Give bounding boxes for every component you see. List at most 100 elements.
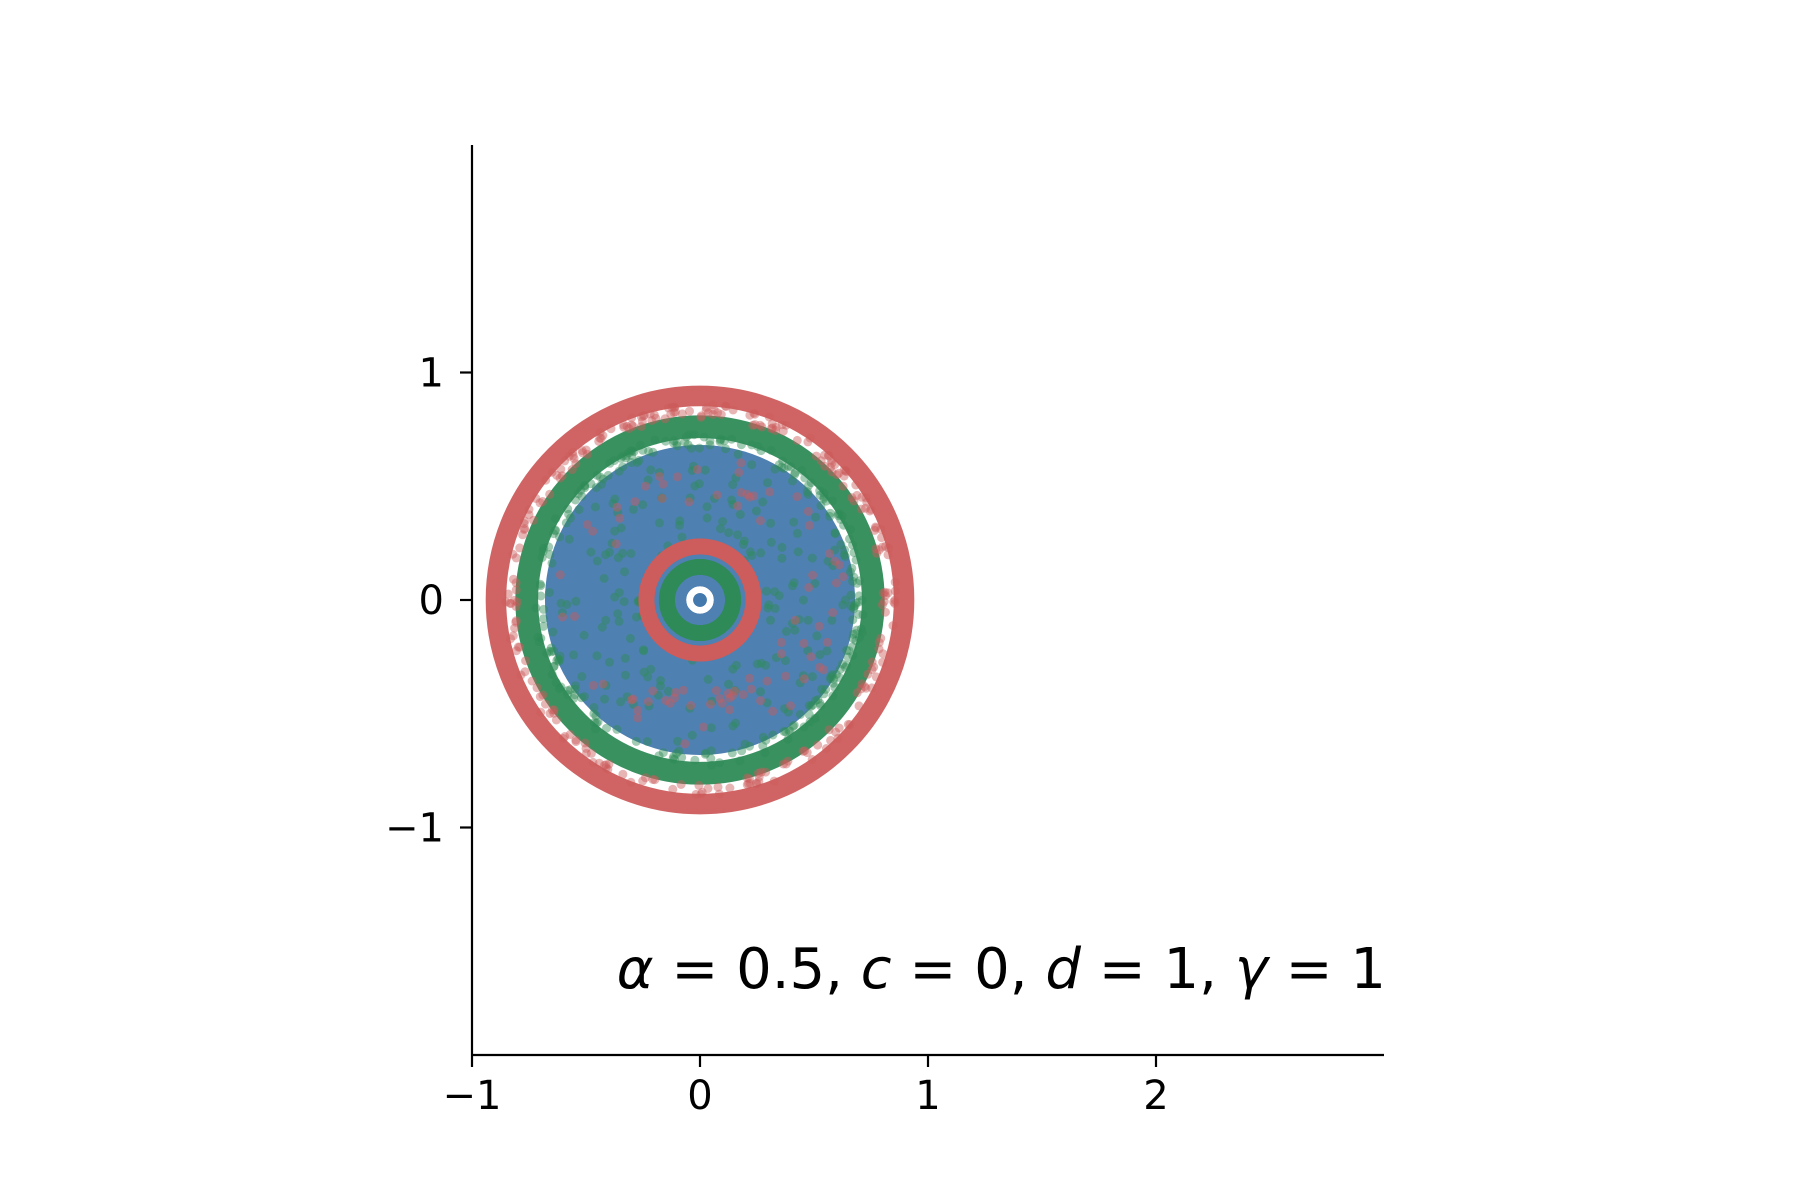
scatter-point xyxy=(687,730,697,740)
scatter-point xyxy=(601,763,611,773)
scatter-point xyxy=(545,709,555,718)
c-symbol: c xyxy=(861,937,892,1002)
scatter-point xyxy=(728,664,738,674)
scatter-point xyxy=(810,713,820,723)
scatter-point xyxy=(696,411,706,421)
scatter-point xyxy=(850,601,860,611)
scatter-point xyxy=(627,413,637,423)
scatter-point xyxy=(831,669,841,679)
scatter-point xyxy=(701,405,711,415)
scatter-point xyxy=(843,652,853,662)
scatter-point xyxy=(822,646,832,656)
scatter-point xyxy=(765,487,775,497)
scatter-point xyxy=(547,558,557,568)
scatter-point xyxy=(848,540,858,550)
scatter-point xyxy=(612,502,622,512)
scatter-point xyxy=(883,588,893,598)
scatter-point xyxy=(579,630,589,640)
scatter-point xyxy=(806,478,816,488)
scatter-point xyxy=(783,461,793,471)
scatter-point xyxy=(589,703,599,712)
scatter-point xyxy=(560,732,570,741)
scatter-point xyxy=(590,502,600,512)
scatter-point xyxy=(638,776,648,786)
scatter-point xyxy=(833,511,843,521)
scatter-point xyxy=(534,637,544,647)
scatter-point xyxy=(595,433,605,443)
scatter-point xyxy=(511,585,521,595)
scatter-point xyxy=(837,511,847,521)
scatter-point xyxy=(854,610,864,619)
scatter-point xyxy=(840,595,850,605)
scatter-point xyxy=(731,473,741,483)
scatter-point xyxy=(747,460,757,470)
scatter-point xyxy=(733,449,743,459)
scatter-point xyxy=(630,497,640,507)
scatter-point xyxy=(849,572,859,582)
scatter-point xyxy=(567,465,577,475)
scatter-point xyxy=(730,686,739,696)
scatter-point xyxy=(789,578,799,588)
scatter-point xyxy=(649,410,659,420)
scatter-point xyxy=(848,651,858,660)
scatter-point xyxy=(890,586,900,596)
scatter-point xyxy=(549,705,559,715)
scatter-point xyxy=(512,597,522,607)
scatter-point xyxy=(627,451,637,461)
scatter-point xyxy=(557,608,567,617)
scatter-point xyxy=(501,597,511,607)
scatter-point xyxy=(656,676,665,685)
scatter-point xyxy=(545,489,555,499)
scatter-point xyxy=(847,493,857,503)
scatter-point xyxy=(814,621,824,631)
scatter-point xyxy=(754,772,764,782)
scatter-point xyxy=(846,525,856,534)
scatter-point xyxy=(646,465,656,475)
scatter-point xyxy=(628,694,638,704)
scatter-point xyxy=(598,431,608,440)
scatter-point xyxy=(849,604,859,614)
scatter-point xyxy=(554,656,564,666)
scatter-point xyxy=(618,769,628,779)
scatter-point xyxy=(631,612,641,622)
scatter-point xyxy=(742,780,752,790)
scatter-point xyxy=(825,508,835,518)
scatter-point xyxy=(790,470,799,480)
scatter-point xyxy=(621,453,631,463)
scatter-point xyxy=(707,696,717,706)
scatter-point xyxy=(763,478,772,488)
scatter-point xyxy=(781,420,791,430)
scatter-point xyxy=(725,783,735,793)
scatter-point xyxy=(524,510,534,520)
scatter-point xyxy=(867,665,877,675)
scatter-point xyxy=(650,775,660,785)
scatter-point xyxy=(645,409,655,419)
scatter-point xyxy=(595,472,605,482)
scatter-point xyxy=(856,624,866,634)
scatter-point xyxy=(705,699,715,709)
scatter-point xyxy=(508,549,518,559)
scatter-point xyxy=(771,653,781,663)
series-layer xyxy=(485,385,915,815)
scatter-point xyxy=(880,591,890,601)
scatter-point xyxy=(706,723,716,733)
scatter-point xyxy=(736,488,746,497)
scatter-point xyxy=(733,501,743,511)
scatter-point xyxy=(825,549,834,559)
scatter-point xyxy=(857,627,867,637)
scatter-point xyxy=(804,520,814,530)
scatter-point xyxy=(616,697,626,707)
scatter-point xyxy=(541,699,550,709)
scatter-point xyxy=(636,422,646,431)
scatter-point xyxy=(538,547,548,556)
scatter-point xyxy=(716,524,725,534)
scatter-point xyxy=(675,516,685,526)
scatter-point xyxy=(703,784,713,793)
scatter-point xyxy=(751,506,761,516)
x-tick-label: −1 xyxy=(443,1073,502,1119)
scatter-point xyxy=(856,504,866,514)
scatter-point xyxy=(634,455,644,465)
scatter-point xyxy=(849,602,859,612)
scatter-point xyxy=(778,759,788,769)
scatter-point xyxy=(833,733,843,743)
